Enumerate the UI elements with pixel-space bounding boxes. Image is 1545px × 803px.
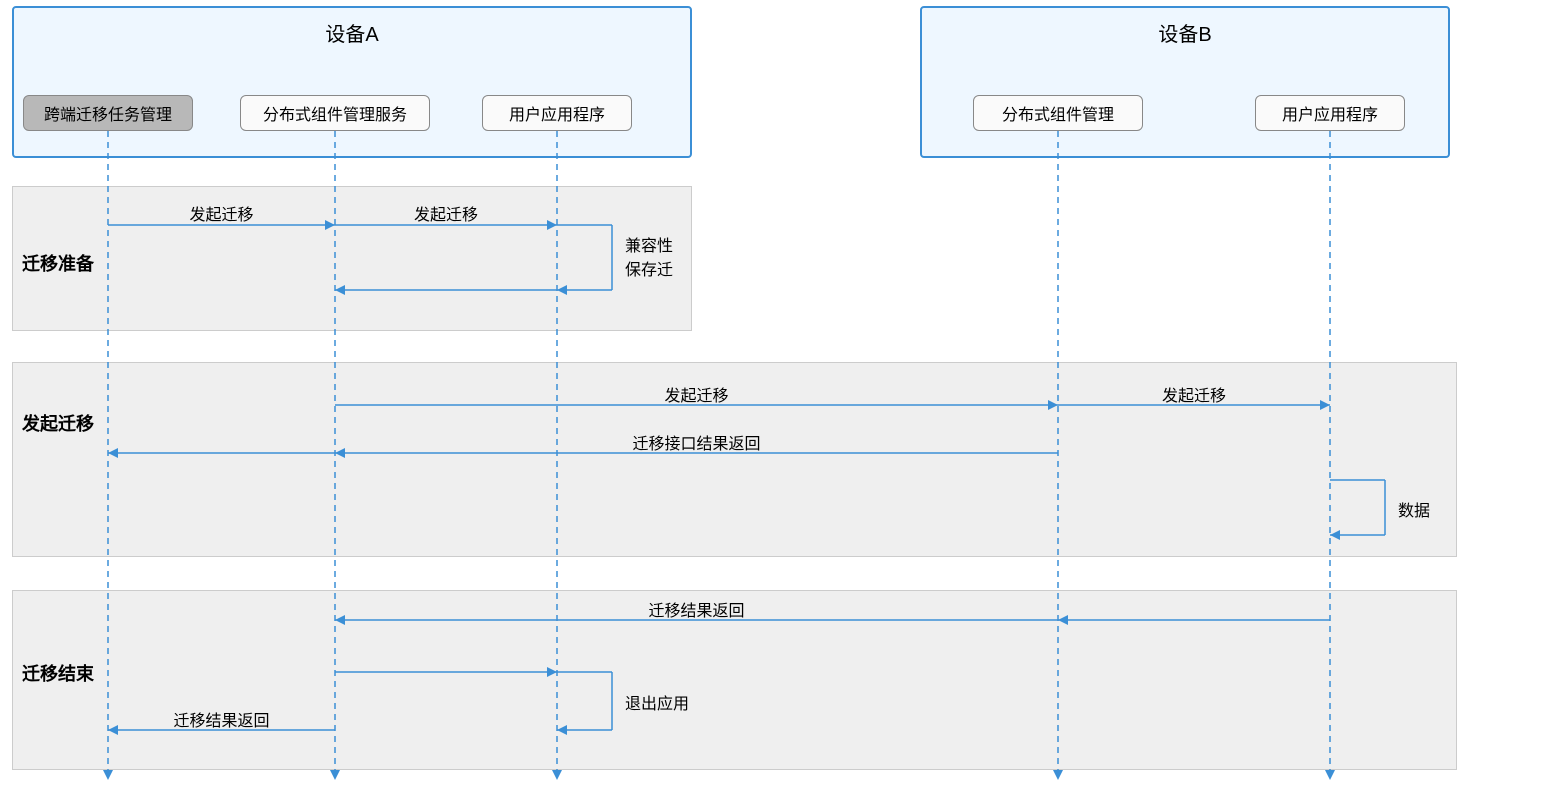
participant-label: 跨端迁移任务管理 [44,101,172,125]
participant-distributed-component-service-a: 分布式组件管理服务 [240,95,430,131]
message-label: 迁移结果返回 [108,707,335,731]
message-label: 发起迁移 [108,201,335,225]
message-label: 退出应用 [625,690,689,714]
device-b-title: 设备B [922,18,1448,47]
participant-user-app-a: 用户应用程序 [482,95,632,131]
device-b-box: 设备B [920,6,1450,158]
participant-label: 分布式组件管理服务 [263,101,407,125]
sequence-diagram: 设备A 设备B 跨端迁移任务管理 分布式组件管理服务 用户应用程序 分布式组件管… [0,0,1545,803]
message-label: 兼容性 保存迁 [625,232,673,280]
message-label: 迁移接口结果返回 [335,430,1058,454]
phase-label-end: 迁移结束 [22,660,94,686]
device-a-box: 设备A [12,6,692,158]
phase-label-prep: 迁移准备 [22,250,94,276]
message-label: 迁移结果返回 [335,597,1058,621]
message-label: 发起迁移 [1058,382,1330,406]
participant-cross-device-migration-mgr: 跨端迁移任务管理 [23,95,193,131]
participant-label: 用户应用程序 [509,101,605,125]
device-a-title: 设备A [14,18,690,47]
phase-label-initiate: 发起迁移 [22,410,94,436]
participant-label: 分布式组件管理 [1002,101,1114,125]
message-label: 发起迁移 [335,201,557,225]
message-label: 数据 [1398,497,1430,521]
participant-distributed-component-mgr-b: 分布式组件管理 [973,95,1143,131]
participant-label: 用户应用程序 [1282,101,1378,125]
message-label: 发起迁移 [335,382,1058,406]
participant-user-app-b: 用户应用程序 [1255,95,1405,131]
